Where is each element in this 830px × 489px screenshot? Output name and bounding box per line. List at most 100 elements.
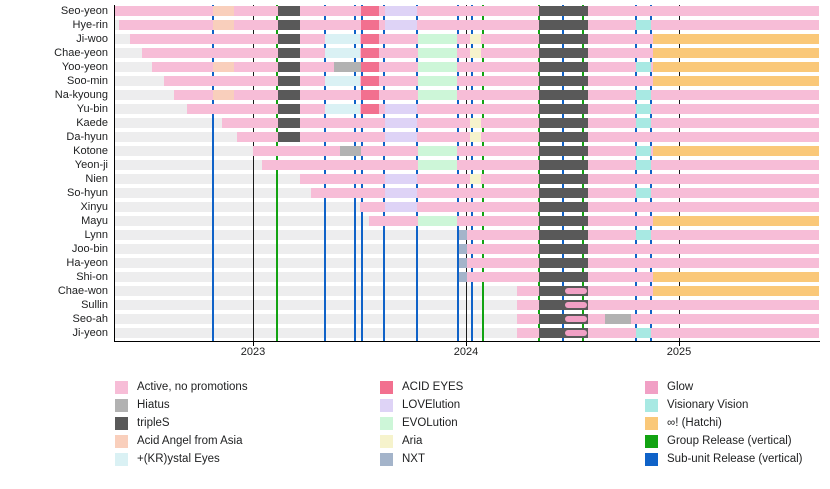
timeline-segment-triples bbox=[539, 90, 588, 100]
timeline-segment-triples bbox=[539, 104, 588, 114]
timeline-segment-triples bbox=[539, 48, 588, 58]
timeline-segment-triples bbox=[278, 76, 300, 86]
x-axis-tick bbox=[466, 342, 467, 346]
legend-label: NXT bbox=[402, 453, 425, 465]
member-activity-bar bbox=[311, 188, 819, 198]
member-activity-bar bbox=[187, 104, 819, 114]
timeline-segment-vv bbox=[636, 328, 651, 338]
timeline-segment-aaa bbox=[213, 62, 234, 72]
subunit-release-line bbox=[361, 5, 363, 341]
legend-swatch-evolution bbox=[380, 417, 393, 430]
timeline-segment-vv bbox=[636, 20, 651, 30]
legend-item-nxt: NXT bbox=[380, 452, 640, 470]
timeline-segment-aria bbox=[470, 174, 481, 184]
member-label: Ji-yeon bbox=[72, 327, 108, 339]
legend-label: Group Release (vertical) bbox=[667, 435, 792, 447]
timeline-segment-triples bbox=[539, 300, 588, 310]
timeline-segment-triples bbox=[278, 118, 300, 128]
timeline-segment-nxt bbox=[459, 272, 467, 282]
timeline-segment-triples bbox=[539, 314, 588, 324]
x-axis-tick bbox=[253, 342, 254, 346]
legend-swatch-active bbox=[115, 381, 128, 394]
timeline-segment-vv bbox=[636, 104, 651, 114]
timeline-segment-triples bbox=[278, 90, 300, 100]
timeline-segment-nxt bbox=[459, 230, 467, 240]
timeline-segment-triples bbox=[539, 286, 588, 296]
timeline-segment-lovelution bbox=[385, 118, 417, 128]
legend-label: Aria bbox=[402, 435, 423, 447]
member-activity-bar bbox=[517, 286, 819, 296]
timeline-segment-triples bbox=[278, 62, 300, 72]
timeline-segment-vv bbox=[636, 230, 651, 240]
legend-label: ∞! (Hatchi) bbox=[667, 417, 722, 429]
member-label: Kaede bbox=[76, 117, 108, 129]
member-label: Yu-bin bbox=[76, 103, 108, 115]
legend-swatch-aaa bbox=[115, 435, 128, 448]
timeline-segment-hiatus bbox=[605, 314, 631, 324]
member-label: Nien bbox=[85, 173, 108, 185]
timeline-segment-triples bbox=[539, 6, 588, 16]
timeline-segment-triples bbox=[278, 20, 300, 30]
legend-item-line_group: Group Release (vertical) bbox=[645, 434, 830, 452]
subunit-release-line bbox=[650, 5, 652, 341]
timeline-segment-glow bbox=[565, 288, 587, 294]
timeline-segment-glow bbox=[565, 302, 587, 308]
legend-item-vv: Visionary Vision bbox=[645, 398, 830, 416]
legend-swatch-nxt bbox=[380, 453, 393, 466]
timeline-segment-kre bbox=[325, 104, 360, 114]
member-label: Ha-yeon bbox=[66, 257, 108, 269]
legend-item-hiatus: Hiatus bbox=[115, 398, 375, 416]
timeline-segment-evolution bbox=[418, 62, 457, 72]
subunit-release-line bbox=[471, 5, 473, 341]
member-label: Da-hyun bbox=[66, 131, 108, 143]
year-label: 2023 bbox=[240, 346, 266, 358]
member-activity-bar bbox=[237, 132, 819, 142]
timeline-segment-triples bbox=[539, 328, 588, 338]
member-activity-bar bbox=[152, 62, 819, 72]
member-label: Sullin bbox=[81, 299, 108, 311]
timeline-segment-hatchi bbox=[653, 216, 819, 226]
member-activity-bar bbox=[517, 314, 819, 324]
member-label: Hye-rin bbox=[72, 19, 108, 31]
member-activity-bar bbox=[517, 300, 819, 310]
member-label: Seo-yeon bbox=[60, 5, 108, 17]
timeline-segment-lovelution bbox=[385, 188, 417, 198]
legend-label: Glow bbox=[667, 381, 694, 393]
timeline-segment-triples bbox=[278, 48, 300, 58]
timeline-segment-lovelution bbox=[385, 20, 417, 30]
legend-label: ACID EYES bbox=[402, 381, 464, 393]
timeline-segment-triples bbox=[539, 146, 588, 156]
timeline-segment-evolution bbox=[418, 146, 457, 156]
year-label: 2024 bbox=[453, 346, 479, 358]
member-activity-bar bbox=[459, 272, 819, 282]
timeline-segment-hatchi bbox=[653, 146, 819, 156]
timeline-segment-hatchi bbox=[653, 286, 819, 296]
timeline-segment-triples bbox=[539, 188, 588, 198]
legend-swatch-line_group bbox=[645, 435, 658, 448]
timeline-segment-triples bbox=[539, 76, 588, 86]
member-activity-bar bbox=[459, 258, 819, 268]
timeline-segment-triples bbox=[539, 272, 588, 282]
timeline-segment-glow bbox=[565, 316, 587, 322]
member-activity-bar bbox=[300, 174, 819, 184]
member-label: Joo-bin bbox=[71, 243, 108, 255]
member-label: Soo-min bbox=[67, 75, 108, 87]
year-gridline bbox=[253, 5, 254, 341]
group-release-line bbox=[276, 5, 278, 341]
member-label: Chae-yeon bbox=[54, 47, 108, 59]
timeline-segment-kre bbox=[325, 76, 360, 86]
x-axis-line bbox=[114, 341, 820, 342]
member-label: So-hyun bbox=[67, 187, 108, 199]
member-activity-bar bbox=[517, 328, 819, 338]
timeline-segment-triples bbox=[539, 230, 588, 240]
timeline-segment-triples bbox=[539, 132, 588, 142]
timeline-segment-evolution bbox=[418, 48, 457, 58]
member-label: Lynn bbox=[84, 229, 108, 241]
timeline-segment-lovelution bbox=[385, 174, 417, 184]
timeline-segment-hatchi bbox=[653, 48, 819, 58]
legend-label: Acid Angel from Asia bbox=[137, 435, 243, 447]
member-activity-bar bbox=[459, 230, 819, 240]
timeline-segment-evolution bbox=[418, 90, 457, 100]
legend-swatch-triples bbox=[115, 417, 128, 430]
legend-label: EVOLution bbox=[402, 417, 458, 429]
